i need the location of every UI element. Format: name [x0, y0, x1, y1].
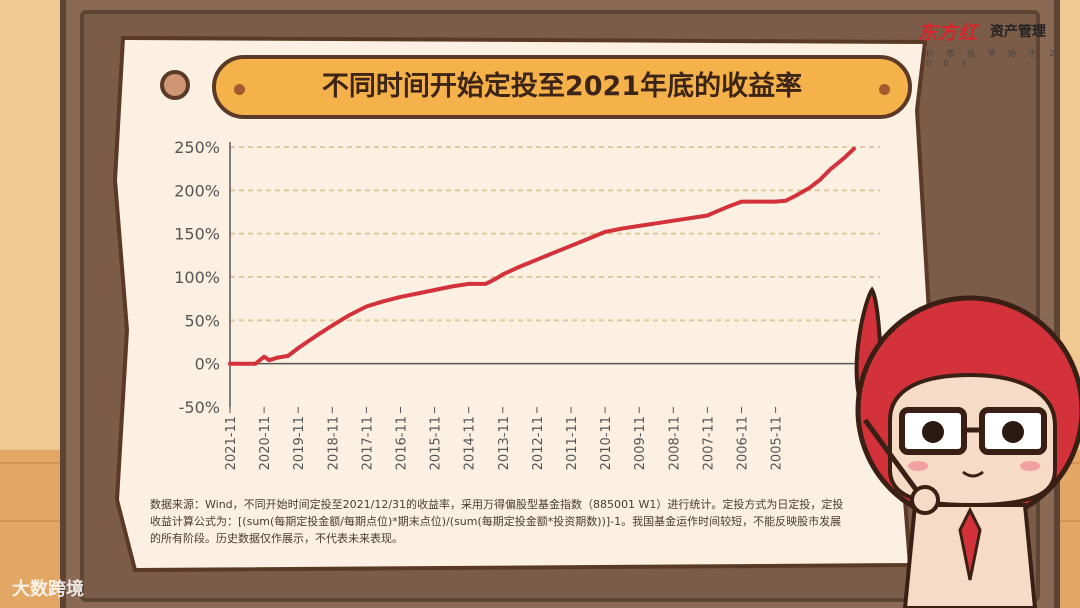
logo-name: 资产管理	[990, 24, 1046, 40]
x-tick-label: 2020-11	[258, 416, 273, 470]
y-tick-label: -50%	[179, 398, 220, 417]
x-tick-label: 2014-11	[463, 416, 478, 470]
x-tick-label: 2021-11	[224, 416, 239, 470]
x-tick-label: 2018-11	[326, 416, 341, 470]
logo-brand: 东方红	[918, 22, 979, 44]
series-line	[228, 146, 856, 366]
x-tick-label: 2006-11	[736, 416, 751, 470]
x-tick-label: 2011-11	[565, 416, 580, 470]
x-tick-label: 2017-11	[360, 416, 375, 470]
title-banner: 不同时间开始定投至2021年底的收益率	[212, 55, 912, 119]
x-tick-label: 2016-11	[395, 416, 410, 470]
watermark: 大数跨境	[12, 579, 84, 600]
x-tick-label: 2008-11	[667, 416, 682, 470]
y-tick-label: 0%	[195, 355, 220, 374]
line-chart: 250% 200% 150% 100% 50% 0% -50% 2021-11 2020-11 2…	[174, 138, 880, 470]
y-tick-label: 50%	[184, 311, 220, 330]
mascot-character	[854, 286, 1080, 608]
title-dot-left-icon	[234, 84, 245, 95]
x-tick-label: 2007-11	[701, 416, 716, 470]
x-tick-label: 2010-11	[599, 416, 614, 470]
y-tick-label: 200%	[174, 181, 220, 200]
x-tick-label: 2005-11	[770, 416, 785, 470]
title-dot-right-icon	[879, 84, 890, 95]
logo-slogan: 价 值 投 资 始 于 2 0 0 5	[926, 49, 1060, 68]
pin-hole-icon	[160, 70, 190, 100]
y-tick-label: 250%	[174, 138, 220, 157]
x-tick-label: 2019-11	[292, 416, 307, 470]
page-title: 不同时间开始定投至2021年底的收益率	[321, 71, 803, 102]
x-tick-label: 2012-11	[531, 416, 546, 470]
data-source-note: 数据来源：Wind，不同开始时间定投至2021/12/31的收益率，采用万得偏股…	[150, 498, 844, 545]
y-tick-label: 150%	[174, 225, 220, 244]
x-tick-label: 2009-11	[633, 416, 648, 470]
x-tick-label: 2015-11	[429, 416, 444, 470]
paper-sheet	[113, 36, 932, 572]
x-tick-label: 2013-11	[497, 416, 512, 470]
y-tick-label: 100%	[174, 268, 220, 287]
brand-logo: 东方红 资产管理 价 值 投 资 始 于 2 0 0 5	[918, 18, 1068, 68]
